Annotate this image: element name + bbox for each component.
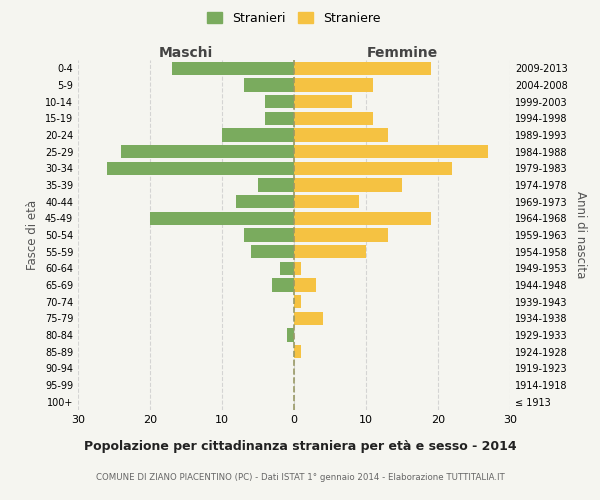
Bar [294, 278, 316, 291]
Text: Maschi: Maschi [159, 46, 213, 60]
Bar [294, 195, 359, 208]
Bar [294, 145, 488, 158]
Bar [294, 178, 402, 192]
Bar [294, 95, 352, 108]
Bar [265, 112, 294, 125]
Text: Femmine: Femmine [367, 46, 437, 60]
Y-axis label: Fasce di età: Fasce di età [26, 200, 39, 270]
Bar [280, 262, 294, 275]
Bar [294, 162, 452, 175]
Bar [258, 178, 294, 192]
Bar [294, 312, 323, 325]
Bar [244, 78, 294, 92]
Bar [294, 78, 373, 92]
Bar [272, 278, 294, 291]
Y-axis label: Anni di nascita: Anni di nascita [574, 192, 587, 278]
Text: COMUNE DI ZIANO PIACENTINO (PC) - Dati ISTAT 1° gennaio 2014 - Elaborazione TUTT: COMUNE DI ZIANO PIACENTINO (PC) - Dati I… [95, 472, 505, 482]
Bar [121, 145, 294, 158]
Bar [294, 262, 301, 275]
Bar [150, 212, 294, 225]
Bar [222, 128, 294, 141]
Bar [294, 295, 301, 308]
Bar [265, 95, 294, 108]
Text: Popolazione per cittadinanza straniera per età e sesso - 2014: Popolazione per cittadinanza straniera p… [83, 440, 517, 453]
Bar [294, 228, 388, 241]
Bar [294, 62, 431, 75]
Bar [244, 228, 294, 241]
Bar [294, 212, 431, 225]
Bar [294, 245, 366, 258]
Bar [172, 62, 294, 75]
Bar [107, 162, 294, 175]
Bar [294, 128, 388, 141]
Legend: Stranieri, Straniere: Stranieri, Straniere [207, 12, 381, 25]
Bar [287, 328, 294, 342]
Bar [251, 245, 294, 258]
Bar [294, 345, 301, 358]
Bar [294, 112, 373, 125]
Bar [236, 195, 294, 208]
